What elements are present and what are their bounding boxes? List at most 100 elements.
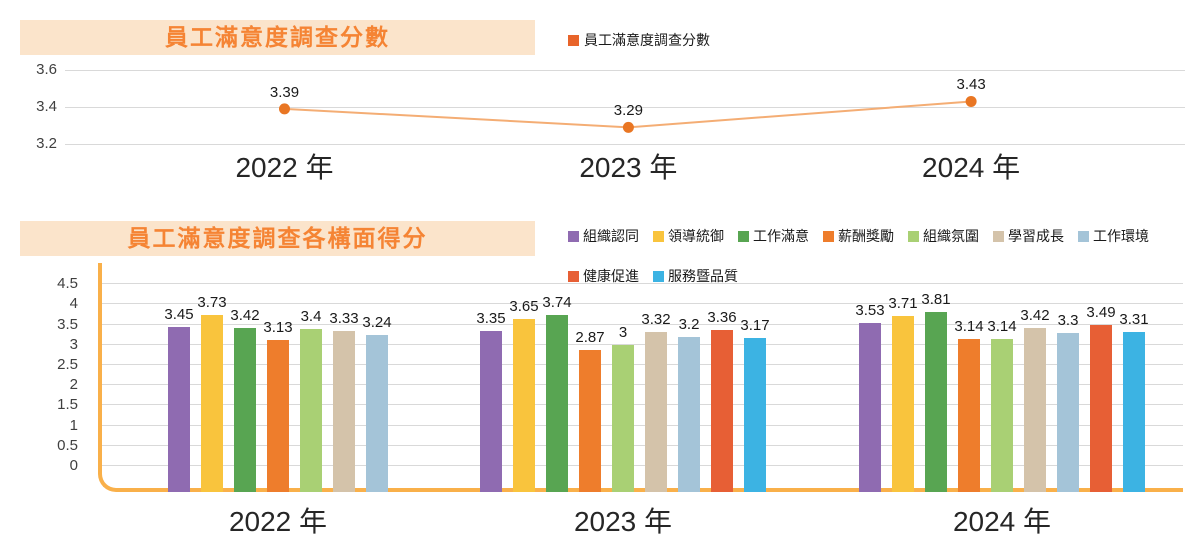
point-value-label: 3.43 xyxy=(956,76,986,94)
gridline xyxy=(100,283,1183,285)
legend-item: 工作環境 xyxy=(1078,226,1149,246)
y-tick-label: 4 xyxy=(69,295,78,313)
bar-group: 3.35 3.65 3.74 2.87 3 3.32 3.2 3.36 3.17 xyxy=(476,294,770,492)
legend-swatch-icon xyxy=(653,230,664,242)
data-point xyxy=(622,121,634,133)
category-label: 2024 年 xyxy=(952,506,1052,537)
legend-item: 組織氛圍 xyxy=(908,226,979,246)
legend-label: 服務暨品質 xyxy=(668,268,738,284)
bar-value-label: 3.14 xyxy=(987,318,1017,336)
bar-value-label: 3.36 xyxy=(707,309,737,327)
line-chart-title: 員工滿意度調查分數 xyxy=(20,20,535,55)
bar: 3.73 xyxy=(197,294,227,492)
y-tick-label: 4.5 xyxy=(57,275,78,293)
y-tick-label: 3.6 xyxy=(36,61,57,78)
bar-value-label: 3.49 xyxy=(1086,304,1116,322)
bar: 3.33 xyxy=(329,310,359,492)
bar-value-label: 3.45 xyxy=(164,305,194,323)
gridline xyxy=(100,303,1183,305)
bar-value-label: 3.2 xyxy=(678,315,700,333)
bar: 3.31 xyxy=(1119,311,1149,492)
gridline xyxy=(65,70,1185,71)
bar-value-label: 3.33 xyxy=(329,310,359,328)
legend-item: 薪酬獎勵 xyxy=(823,226,894,246)
legend-label: 員工滿意度調查分數 xyxy=(584,32,710,48)
bar-value-label: 3.81 xyxy=(921,291,951,309)
legend-item: 健康促進 xyxy=(568,266,639,286)
y-tick-label: 1.5 xyxy=(57,396,78,414)
bar-value-label: 3.4 xyxy=(300,307,322,325)
bar-group: 3.53 3.71 3.81 3.14 3.14 3.42 3.3 3.49 3.31 xyxy=(855,291,1149,492)
data-point xyxy=(965,95,977,107)
gridline xyxy=(100,404,1183,406)
bar-value-label: 3.74 xyxy=(542,293,572,311)
point-value-label: 3.39 xyxy=(269,83,300,101)
bar-value-label: 3.53 xyxy=(855,302,885,320)
legend-item: 學習成長 xyxy=(993,226,1064,246)
point-value-label: 3.29 xyxy=(613,102,643,120)
legend-label: 工作滿意 xyxy=(753,228,809,244)
bar-value-label: 3.42 xyxy=(230,306,260,324)
gridline xyxy=(100,343,1183,345)
bar-value-label: 3.73 xyxy=(197,294,227,312)
bar-value-label: 3.42 xyxy=(1020,306,1050,324)
bar: 2.87 xyxy=(575,329,605,492)
bar-value-label: 3.31 xyxy=(1119,311,1149,329)
bar: 3.13 xyxy=(263,319,293,492)
gridline xyxy=(65,107,1185,108)
trend-line-svg xyxy=(279,95,977,133)
legend-swatch-icon xyxy=(568,230,579,242)
legend-label: 組織認同 xyxy=(583,228,639,244)
bar: 3.74 xyxy=(542,294,572,492)
legend-swatch-icon xyxy=(568,34,579,46)
bar: 3.42 xyxy=(1020,307,1050,492)
legend-label: 工作環境 xyxy=(1093,228,1149,244)
bar-value-label: 3.65 xyxy=(509,297,539,315)
category-label: 2023 年 xyxy=(573,506,673,537)
bar-chart-plot: 0 0.5 1 1.5 2 2.5 3 3.5 4 4.5 3.45 3.73 3.42 3.13 3.4 3… xyxy=(57,263,1183,492)
legend-item: 工作滿意 xyxy=(738,226,809,246)
y-tick-label: 1 xyxy=(69,416,78,434)
bar: 3.53 xyxy=(855,302,885,492)
bar-value-label: 3.24 xyxy=(362,314,392,332)
bar: 3.14 xyxy=(987,318,1017,492)
gridline xyxy=(100,364,1183,365)
y-tick-label: 3.4 xyxy=(36,98,57,115)
bar: 3 xyxy=(612,324,634,492)
gridline xyxy=(100,424,1183,426)
legend-swatch-icon xyxy=(653,270,664,282)
bar: 3.17 xyxy=(740,317,770,492)
bar: 3.4 xyxy=(300,308,322,492)
y-tick-label: 0 xyxy=(69,457,78,474)
bar: 3.81 xyxy=(921,291,951,492)
bar: 3.35 xyxy=(476,310,506,492)
bar-value-label: 3.3 xyxy=(1057,311,1079,329)
bar: 3.65 xyxy=(509,298,539,492)
y-tick-label: 3.2 xyxy=(36,135,57,152)
bar: 3.42 xyxy=(230,307,260,492)
y-tick-label: 3 xyxy=(69,335,78,353)
bar-value-label: 3.32 xyxy=(641,310,671,328)
bar: 3.3 xyxy=(1057,312,1079,492)
legend-item: 服務暨品質 xyxy=(653,266,738,286)
bar: 3.45 xyxy=(164,306,194,492)
legend-label: 領導統御 xyxy=(668,228,724,244)
legend-item: 領導統御 xyxy=(653,226,724,246)
y-tick-label: 2 xyxy=(69,376,78,394)
legend-swatch-icon xyxy=(993,230,1004,242)
legend-label: 組織氛圍 xyxy=(923,228,979,244)
data-point xyxy=(279,103,290,115)
legend-swatch-icon xyxy=(568,270,579,282)
y-tick-label: 2.5 xyxy=(57,356,78,373)
gridline xyxy=(100,444,1183,446)
category-label: 2022 年 xyxy=(235,152,334,183)
bar-value-label: 3.35 xyxy=(476,309,506,327)
bar-value-label: 3.13 xyxy=(263,318,293,336)
bar-chart-legend: 組織認同 領導統御 工作滿意 薪酬獎勵 組織氛圍 學習成長 工作環境健康促進 服務暨品質 xyxy=(568,226,1196,286)
bar-value-label: 2.87 xyxy=(575,329,605,347)
legend-item: 組織認同 xyxy=(568,226,639,246)
bar-chart-title: 員工滿意度調查各構面得分 xyxy=(20,221,535,256)
gridline xyxy=(100,323,1183,325)
y-tick-label: 0.5 xyxy=(57,436,78,454)
